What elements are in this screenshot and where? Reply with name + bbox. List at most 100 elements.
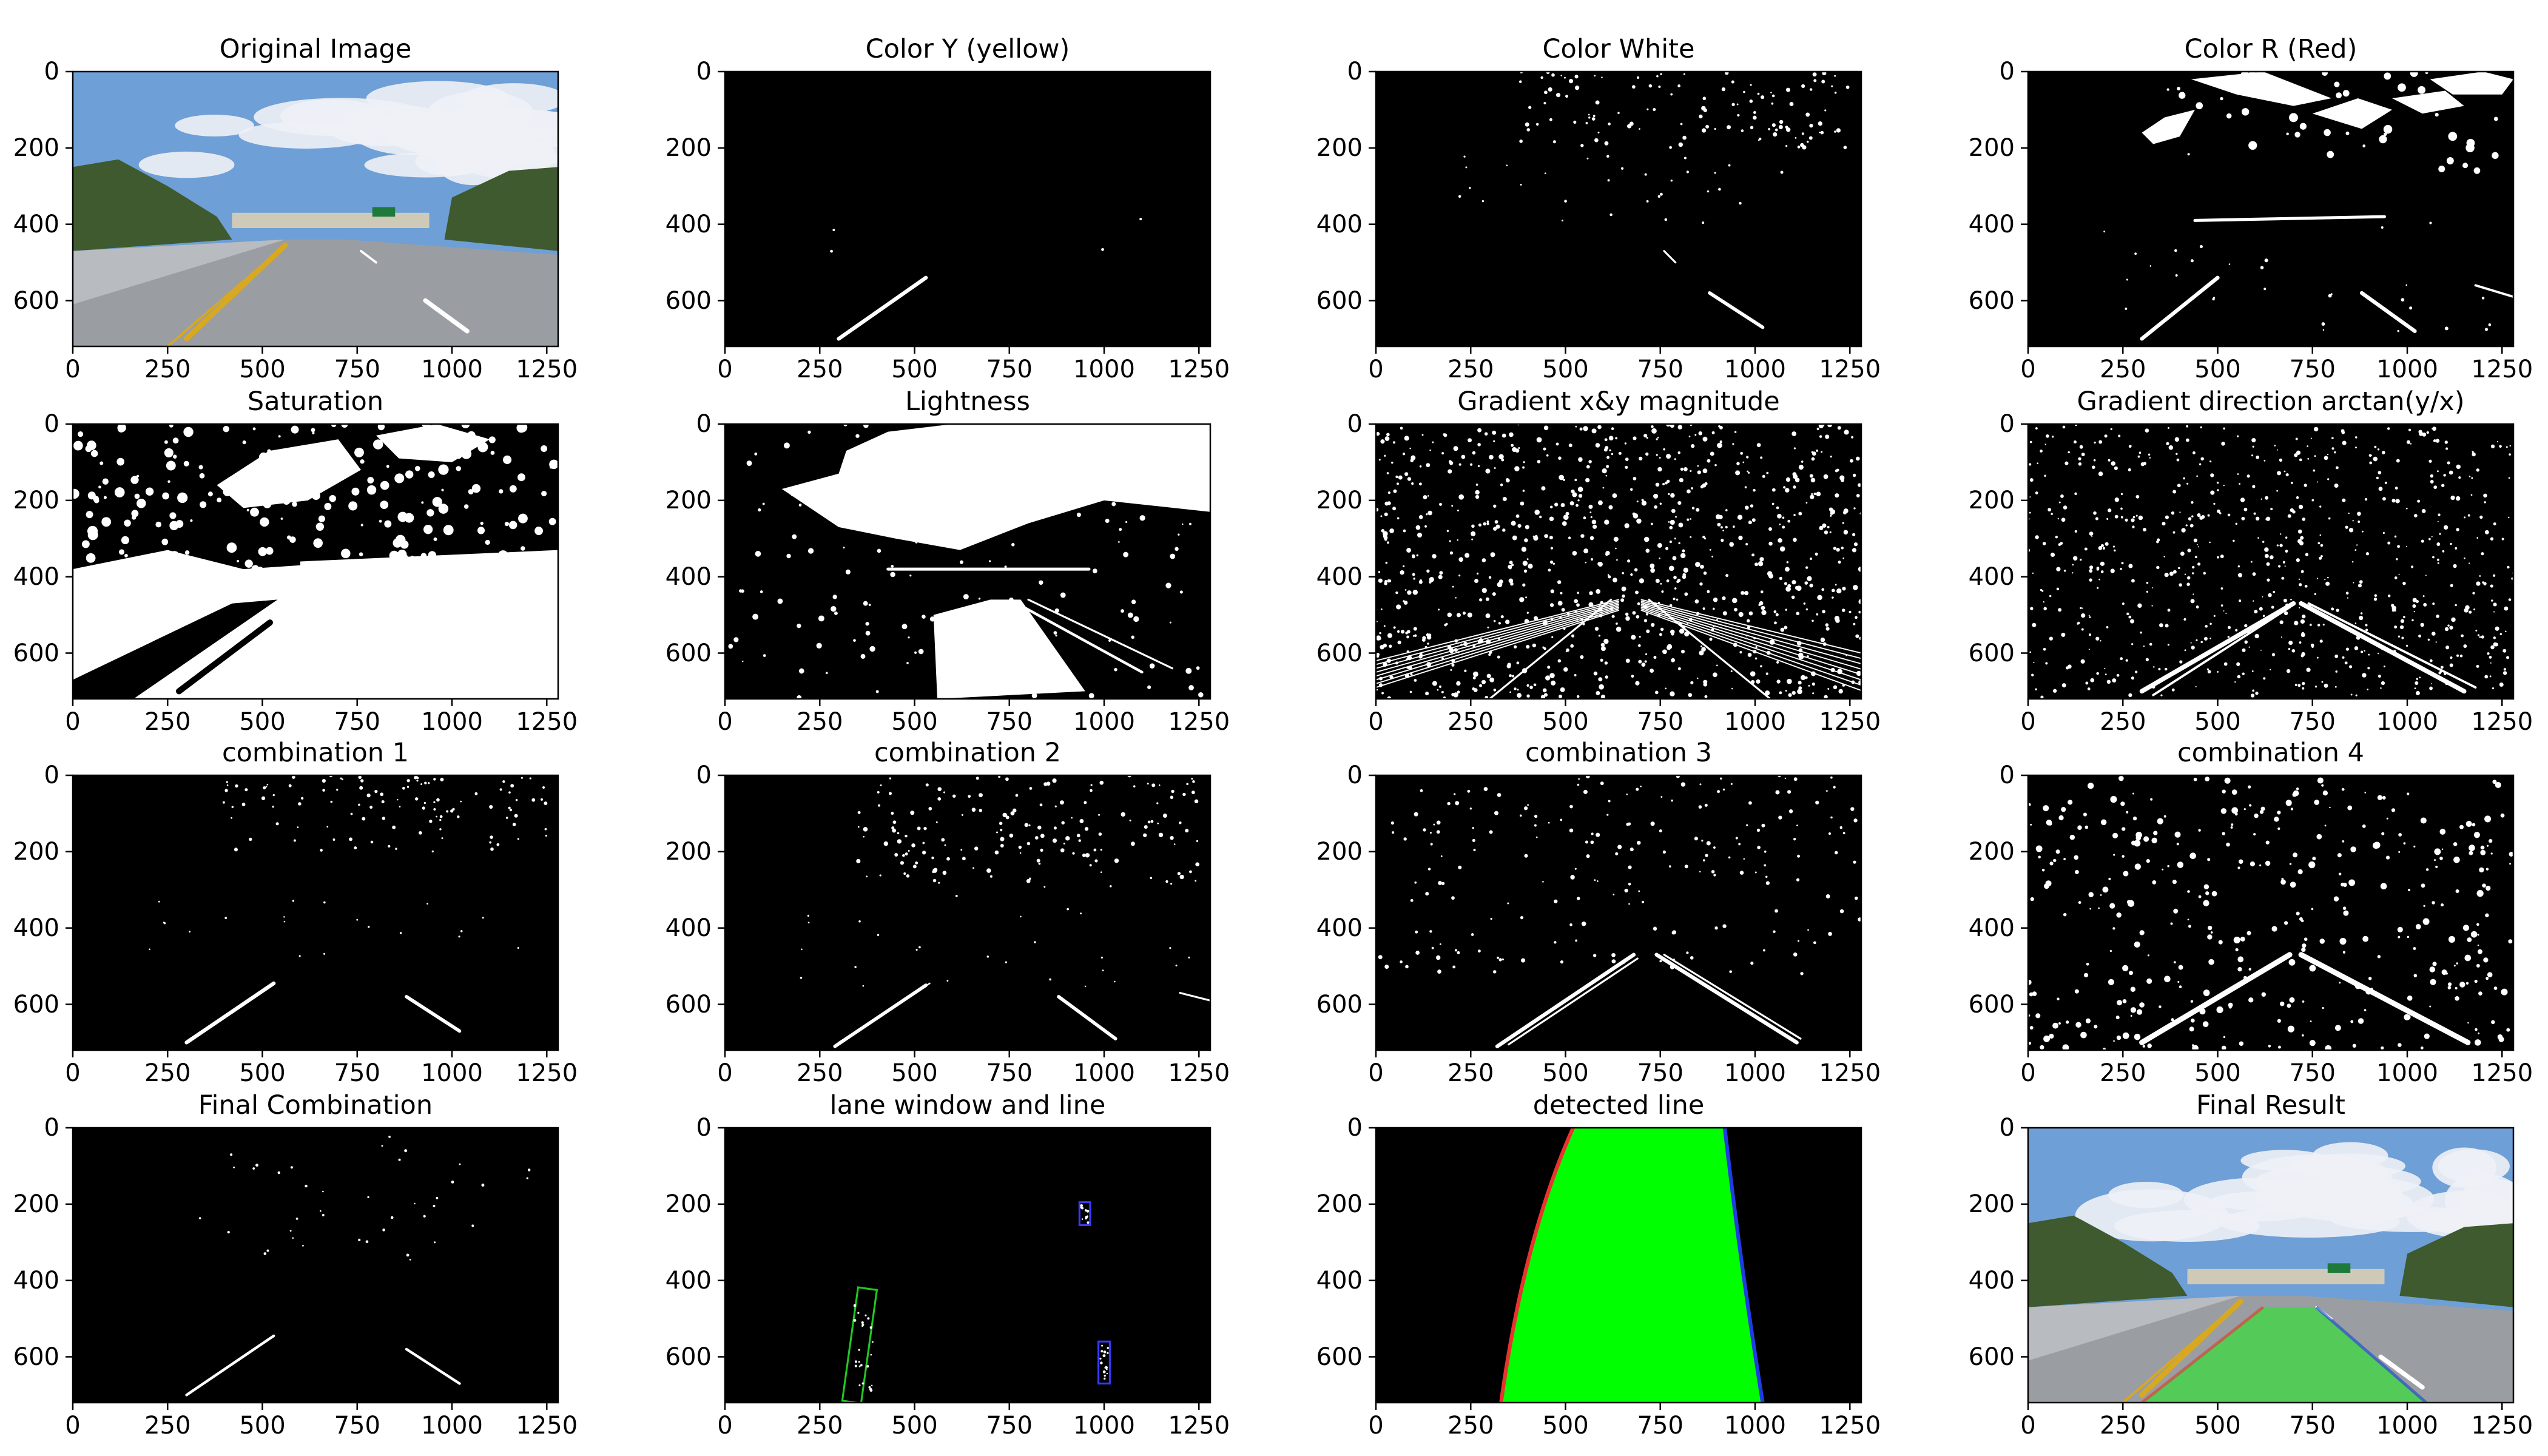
mask-speckle (2167, 644, 2169, 646)
mask-speckle (2495, 781, 2501, 788)
mask-speckle (1569, 501, 1574, 506)
mask-speckle (2280, 636, 2282, 638)
mask-speckle (1605, 474, 1608, 477)
mask-speckle (1384, 965, 1389, 969)
mask-speckle (1376, 432, 1380, 436)
mask-speckle (1565, 95, 1568, 98)
mask-speckle (2165, 667, 2168, 671)
mask-speckle (2334, 654, 2339, 658)
mask-speckle (1380, 645, 1384, 650)
mask-speckle (1746, 456, 1749, 459)
mask-speckle (1389, 528, 1394, 533)
mask-speckle (2404, 1016, 2407, 1019)
mask-speckle (1169, 947, 1171, 949)
mask-speckle (2501, 988, 2508, 996)
mask-speckle (1627, 124, 1632, 129)
mask-speckle (1509, 432, 1514, 437)
mask-speckle (2473, 608, 2476, 610)
x-tick-label: 0 (1368, 1412, 1384, 1440)
binary-mask (2028, 775, 2513, 1050)
mask-speckle (746, 460, 752, 467)
mask-speckle (1747, 653, 1752, 657)
mask-speckle (1534, 616, 1539, 621)
mask-speckle (340, 777, 342, 780)
mask-speckle (989, 875, 993, 878)
mask-speckle (1518, 80, 1522, 83)
mask-speckle (1604, 438, 1608, 442)
mask-speckle (2405, 545, 2407, 547)
mask-speckle (1170, 835, 1174, 840)
mask-speckle (1657, 543, 1662, 548)
mask-speckle (1853, 818, 1858, 823)
mask-speckle (2138, 515, 2143, 521)
mask-speckle (1821, 451, 1823, 453)
mask-speckle (1809, 88, 1813, 91)
mask-speckle (1179, 821, 1182, 824)
mask-speckle (1484, 432, 1488, 436)
mask-speckle (2322, 623, 2325, 626)
mask-speckle (2049, 861, 2054, 866)
mask-speckle (2139, 930, 2145, 935)
mask-speckle (2274, 445, 2276, 447)
mask-speckle (2314, 686, 2317, 688)
mask-speckle (2210, 490, 2215, 495)
mask-speckle (2120, 657, 2123, 661)
mask-speckle (2410, 72, 2418, 77)
mask-speckle (1425, 692, 1429, 696)
mask-speckle (2048, 508, 2051, 512)
mask-speckle (2398, 851, 2401, 853)
mask-speckle (1636, 615, 1640, 619)
mask-speckle (2287, 1003, 2291, 1008)
mask-speckle (2078, 457, 2081, 460)
mask-speckle (801, 948, 803, 951)
mask-speckle (2167, 608, 2171, 612)
mask-speckle (1591, 428, 1597, 434)
mask-speckle (2316, 834, 2322, 840)
mask-speckle (2292, 510, 2296, 514)
mask-speckle (2271, 926, 2277, 932)
mask-speckle (1029, 877, 1031, 880)
mask-speckle (2063, 570, 2066, 572)
mask-speckle (1624, 888, 1628, 893)
cloud (138, 151, 235, 178)
mask-speckle (1519, 140, 1523, 143)
mask-speckle (2160, 694, 2163, 696)
mask-speckle (1011, 543, 1015, 547)
mask-speckle (2264, 547, 2269, 552)
panel-title: Final Combination (198, 1090, 433, 1121)
mask-speckle (2487, 972, 2493, 978)
mask-speckle (2171, 1018, 2174, 1022)
mask-speckle (2413, 974, 2418, 978)
mask-speckle (1490, 917, 1492, 920)
mask-speckle (2040, 695, 2044, 699)
mask-speckle (2173, 961, 2176, 964)
mask-speckle (423, 524, 433, 534)
mask-speckle (2116, 1035, 2122, 1040)
mask-speckle (2068, 451, 2070, 454)
mask-speckle (2196, 639, 2198, 641)
mask-speckle (2228, 1005, 2232, 1009)
panel-title: detected line (1532, 1090, 1705, 1121)
x-tick-label: 500 (2194, 1412, 2241, 1440)
mask-speckle (1748, 521, 1752, 525)
mask-speckle (2377, 448, 2380, 451)
mask-speckle (2469, 610, 2472, 614)
mask-speckle (2440, 666, 2444, 669)
mask-speckle (1570, 644, 1574, 648)
mask-speckle (1001, 445, 1004, 448)
mask-speckle (1150, 877, 1153, 880)
mask-speckle (2138, 451, 2142, 454)
lane-marking (1376, 605, 1619, 677)
mask-speckle (2461, 634, 2464, 638)
mask-speckle (1196, 840, 1199, 843)
mask-speckle (1461, 454, 1466, 459)
x-tick-label: 250 (1448, 356, 1494, 383)
mask-speckle (2192, 593, 2194, 595)
mask-speckle (2254, 610, 2258, 614)
x-tick-label: 0 (2020, 356, 2036, 383)
mask-speckle (1165, 582, 1171, 588)
mask-speckle (380, 792, 384, 797)
mask-speckle (1699, 783, 1702, 786)
mask-speckle (1406, 548, 1411, 553)
mask-speckle (1671, 799, 1673, 802)
